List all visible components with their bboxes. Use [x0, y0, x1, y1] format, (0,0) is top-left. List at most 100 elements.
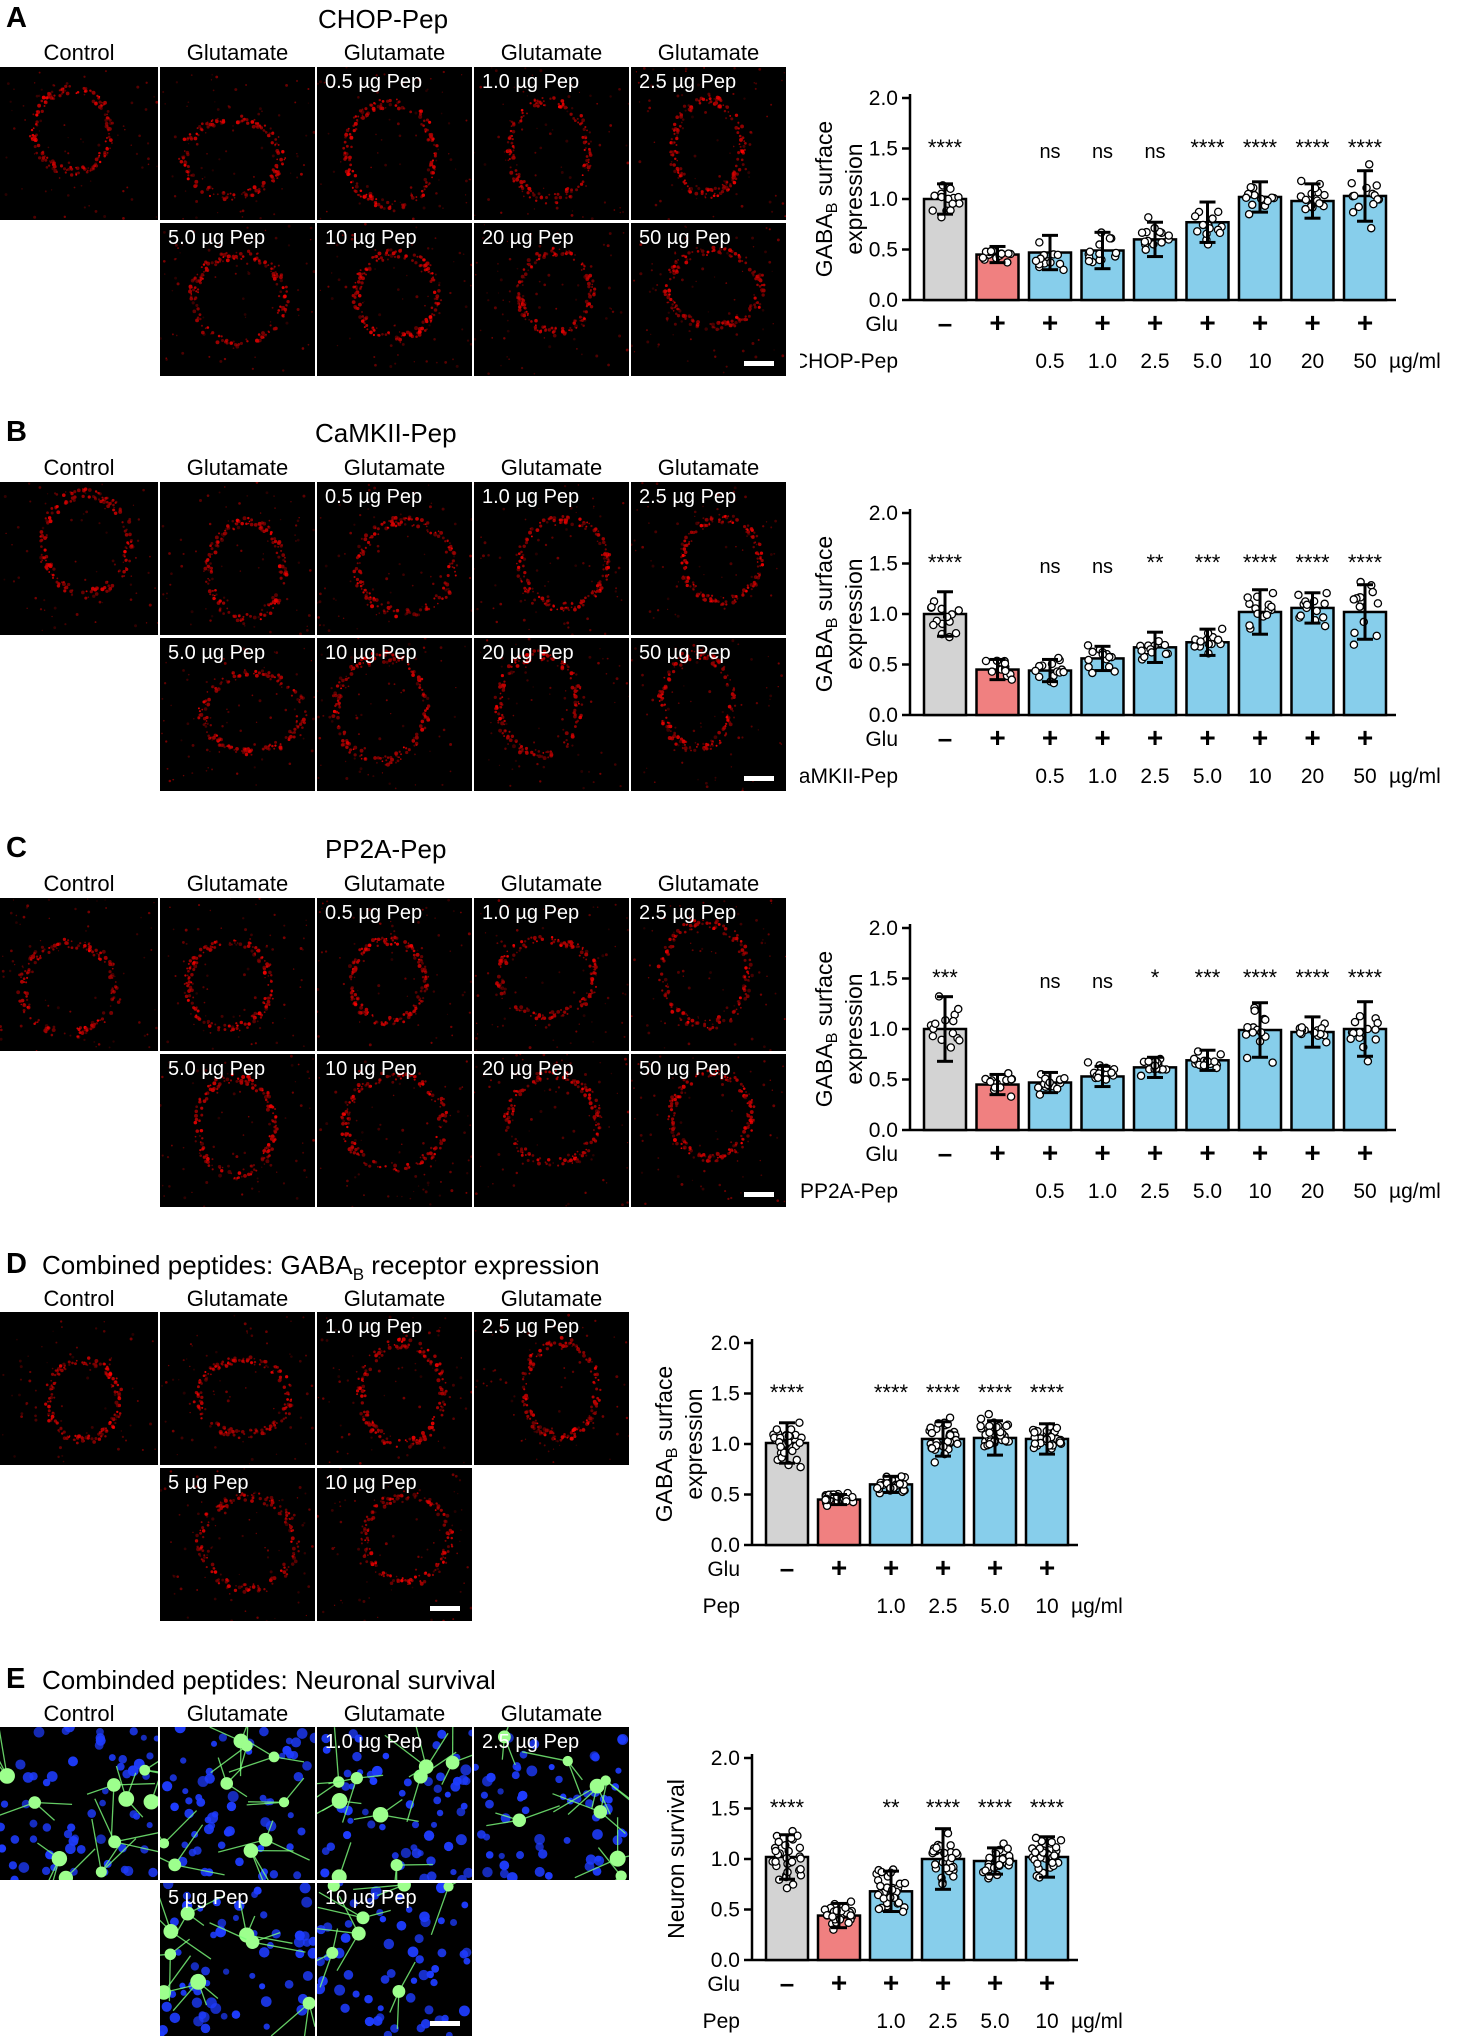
punctum — [512, 179, 516, 183]
punctum — [219, 607, 222, 610]
row-label-peptide: CHOP-Pep — [800, 350, 898, 373]
punctum — [520, 118, 523, 120]
punctum — [398, 249, 402, 253]
punctum — [569, 677, 572, 680]
punctum — [535, 102, 538, 105]
punctum — [508, 738, 513, 743]
punctum — [141, 166, 144, 169]
punctum — [356, 280, 361, 284]
punctum — [334, 693, 338, 698]
punctum — [143, 956, 146, 959]
punctum — [242, 297, 245, 300]
punctum — [171, 333, 174, 336]
punctum — [614, 701, 616, 704]
punctum — [274, 143, 277, 146]
punctum — [426, 88, 429, 91]
punctum — [535, 569, 539, 572]
punctum — [425, 319, 429, 324]
punctum — [175, 257, 177, 260]
punctum — [737, 168, 742, 172]
punctum — [681, 667, 684, 670]
punctum — [620, 599, 623, 601]
punctum — [285, 321, 289, 325]
punctum — [735, 172, 739, 176]
punctum — [138, 1021, 141, 1024]
punctum — [584, 596, 587, 600]
punctum — [510, 125, 513, 127]
punctum — [497, 135, 500, 139]
punctum — [226, 599, 229, 602]
data-point — [1373, 599, 1383, 608]
punctum — [588, 564, 591, 567]
punctum — [519, 599, 523, 603]
punctum — [319, 592, 322, 596]
punctum — [204, 176, 206, 178]
punctum — [93, 496, 97, 499]
punctum — [595, 584, 600, 588]
punctum — [403, 518, 407, 521]
punctum — [274, 274, 279, 279]
punctum — [272, 537, 277, 541]
punctum — [612, 682, 615, 685]
punctum — [214, 276, 217, 278]
punctum — [494, 707, 497, 711]
punctum — [664, 709, 667, 712]
punctum — [290, 694, 293, 697]
punctum — [70, 518, 73, 522]
punctum — [753, 293, 756, 296]
punctum — [271, 154, 275, 158]
punctum — [686, 576, 691, 580]
punctum — [308, 569, 312, 572]
punctum — [695, 184, 698, 188]
punctum — [691, 581, 695, 584]
glu-sign: + — [1042, 307, 1058, 338]
punctum — [396, 255, 401, 259]
punctum — [190, 973, 194, 977]
punctum — [338, 503, 342, 507]
micrograph-texture — [631, 223, 786, 376]
y-axis-title: GABAB surface — [811, 121, 841, 277]
punctum — [31, 970, 34, 974]
punctum — [406, 535, 409, 538]
punctum — [353, 523, 356, 526]
punctum — [500, 364, 502, 367]
punctum — [184, 994, 189, 999]
punctum — [6, 82, 10, 85]
punctum — [583, 166, 587, 170]
punctum — [669, 162, 673, 166]
punctum — [465, 179, 468, 183]
punctum — [501, 696, 504, 699]
punctum — [577, 121, 580, 124]
punctum — [694, 515, 696, 517]
punctum — [409, 110, 413, 114]
punctum — [585, 155, 589, 158]
punctum — [239, 252, 243, 256]
punctum — [387, 201, 389, 203]
punctum — [696, 649, 700, 653]
punctum — [592, 781, 595, 784]
punctum — [569, 671, 574, 676]
punctum — [671, 150, 676, 154]
punctum — [280, 162, 284, 166]
punctum — [532, 193, 536, 197]
punctum — [344, 553, 346, 555]
punctum — [688, 746, 692, 750]
dose-label: 2.5 — [1140, 350, 1169, 373]
data-point — [1262, 610, 1272, 620]
significance-label: ns — [1092, 141, 1113, 163]
punctum — [669, 730, 672, 733]
punctum — [302, 737, 305, 740]
punctum — [357, 544, 361, 549]
punctum — [509, 134, 512, 138]
punctum — [634, 647, 637, 650]
punctum — [727, 704, 732, 709]
punctum — [98, 160, 102, 164]
punctum — [37, 958, 40, 961]
data-point — [1198, 220, 1208, 230]
punctum — [275, 551, 279, 555]
punctum — [35, 955, 39, 958]
punctum — [481, 236, 485, 240]
punctum — [104, 140, 107, 143]
punctum — [504, 722, 508, 726]
punctum — [702, 651, 704, 654]
